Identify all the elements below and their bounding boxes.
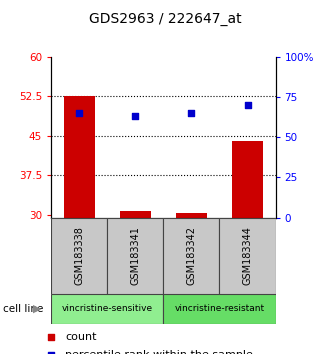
Point — [49, 352, 54, 354]
Bar — [219, 218, 276, 294]
Text: GSM183341: GSM183341 — [130, 226, 140, 285]
Bar — [107, 218, 163, 294]
Bar — [163, 218, 219, 294]
Text: GSM183338: GSM183338 — [74, 226, 84, 285]
Bar — [120, 211, 151, 218]
Text: percentile rank within the sample: percentile rank within the sample — [65, 350, 253, 354]
Bar — [51, 294, 163, 324]
Bar — [64, 96, 95, 218]
Point — [49, 334, 54, 339]
Point — [77, 110, 82, 116]
Bar — [176, 213, 207, 218]
Text: ▶: ▶ — [33, 304, 41, 314]
Point — [245, 102, 250, 108]
Bar — [232, 141, 263, 218]
Point — [189, 110, 194, 116]
Text: GSM183342: GSM183342 — [186, 226, 196, 285]
Text: count: count — [65, 332, 97, 342]
Bar — [51, 218, 107, 294]
Text: vincristine-resistant: vincristine-resistant — [174, 304, 265, 313]
Text: vincristine-sensitive: vincristine-sensitive — [62, 304, 153, 313]
Point — [133, 113, 138, 119]
Text: cell line: cell line — [3, 304, 44, 314]
Text: GSM183344: GSM183344 — [243, 226, 252, 285]
Text: GDS2963 / 222647_at: GDS2963 / 222647_at — [89, 12, 241, 27]
Bar — [163, 294, 276, 324]
